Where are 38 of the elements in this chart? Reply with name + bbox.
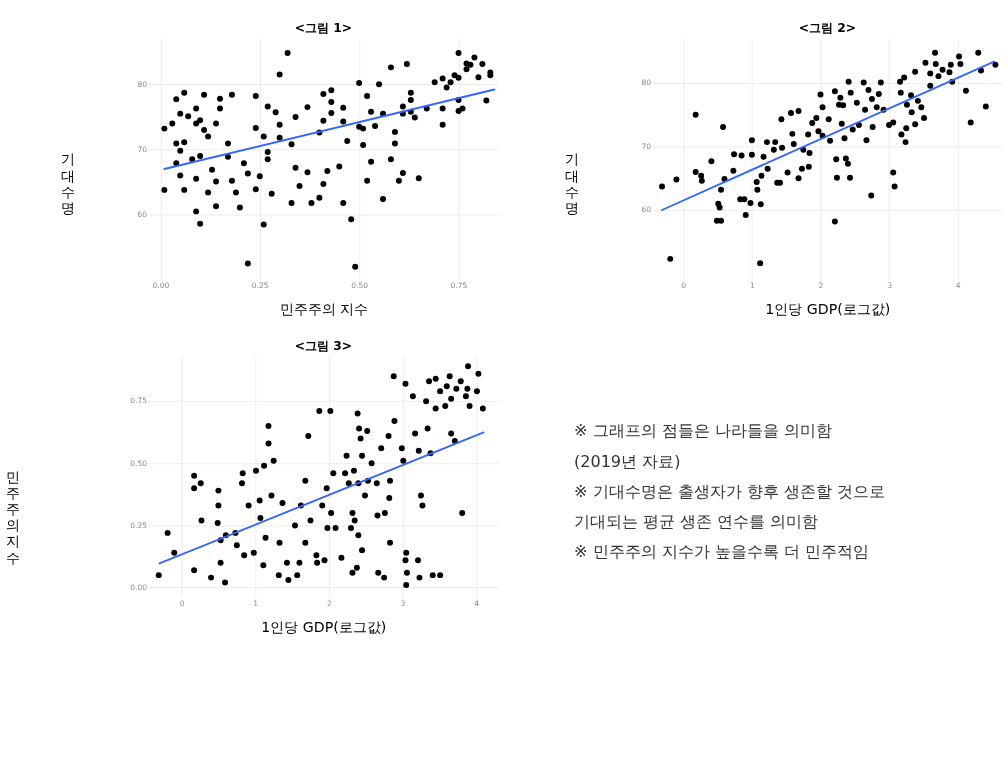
x-tick-label: 4 <box>474 598 480 608</box>
y-tick-label: 70 <box>137 144 148 154</box>
x-tick-label: 0 <box>681 280 687 290</box>
x-tick-label: 0.75 <box>450 280 468 290</box>
text: (2019년 자료) <box>573 451 681 471</box>
x-tick-label: 4 <box>955 280 961 290</box>
y-tick-label: 80 <box>137 79 148 89</box>
x-axis-title: 1인당 GDP(로그값) <box>261 619 387 636</box>
y-tick-label: 80 <box>641 78 652 88</box>
x-tick-label: 1 <box>253 598 259 608</box>
y-axis-title: 민주주의 지수 <box>5 469 20 566</box>
text: ※ 기대수명은 출생자가 향후 생존할 것으로 <box>573 481 885 501</box>
y-tick-label: 0.50 <box>130 458 148 468</box>
text: 기대되는 평균 생존 연수를 의미함 <box>573 511 819 531</box>
x-axis-title: 민주주의 지수 <box>279 301 369 318</box>
y-tick-label: 0.25 <box>130 520 148 530</box>
x-tick-label: 3 <box>400 598 406 608</box>
y-tick-label: 60 <box>137 210 148 219</box>
chart-title: <그림 1> <box>294 21 353 36</box>
x-tick-label: 0.00 <box>152 280 170 290</box>
y-axis-title: 기대수명 <box>565 151 580 216</box>
y-axis-title: 기대수명 <box>61 151 76 216</box>
x-tick-label: 1 <box>749 280 755 290</box>
x-tick-label: 3 <box>887 280 893 290</box>
x-tick-label: 2 <box>326 598 332 608</box>
chart-title: <그림 2> <box>798 21 857 36</box>
y-tick-label: 0.75 <box>130 396 148 406</box>
y-tick-label: 70 <box>641 141 652 151</box>
chart-title: <그림 3> <box>294 338 353 353</box>
x-tick-label: 0.25 <box>251 280 269 290</box>
y-tick-label: 60 <box>641 205 652 215</box>
y-tick-label: 0.00 <box>130 582 148 592</box>
x-tick-label: 0 <box>179 598 185 608</box>
x-tick-label: 2 <box>818 280 824 290</box>
x-tick-label: 0.50 <box>351 280 369 290</box>
text: ※ 그래프의 점들은 나라들을 의미함 <box>573 421 832 441</box>
text: ※ 민주주의 지수가 높을수록 더 민주적임 <box>573 542 869 562</box>
x-axis-title: 1인당 GDP(로그값) <box>765 301 891 318</box>
